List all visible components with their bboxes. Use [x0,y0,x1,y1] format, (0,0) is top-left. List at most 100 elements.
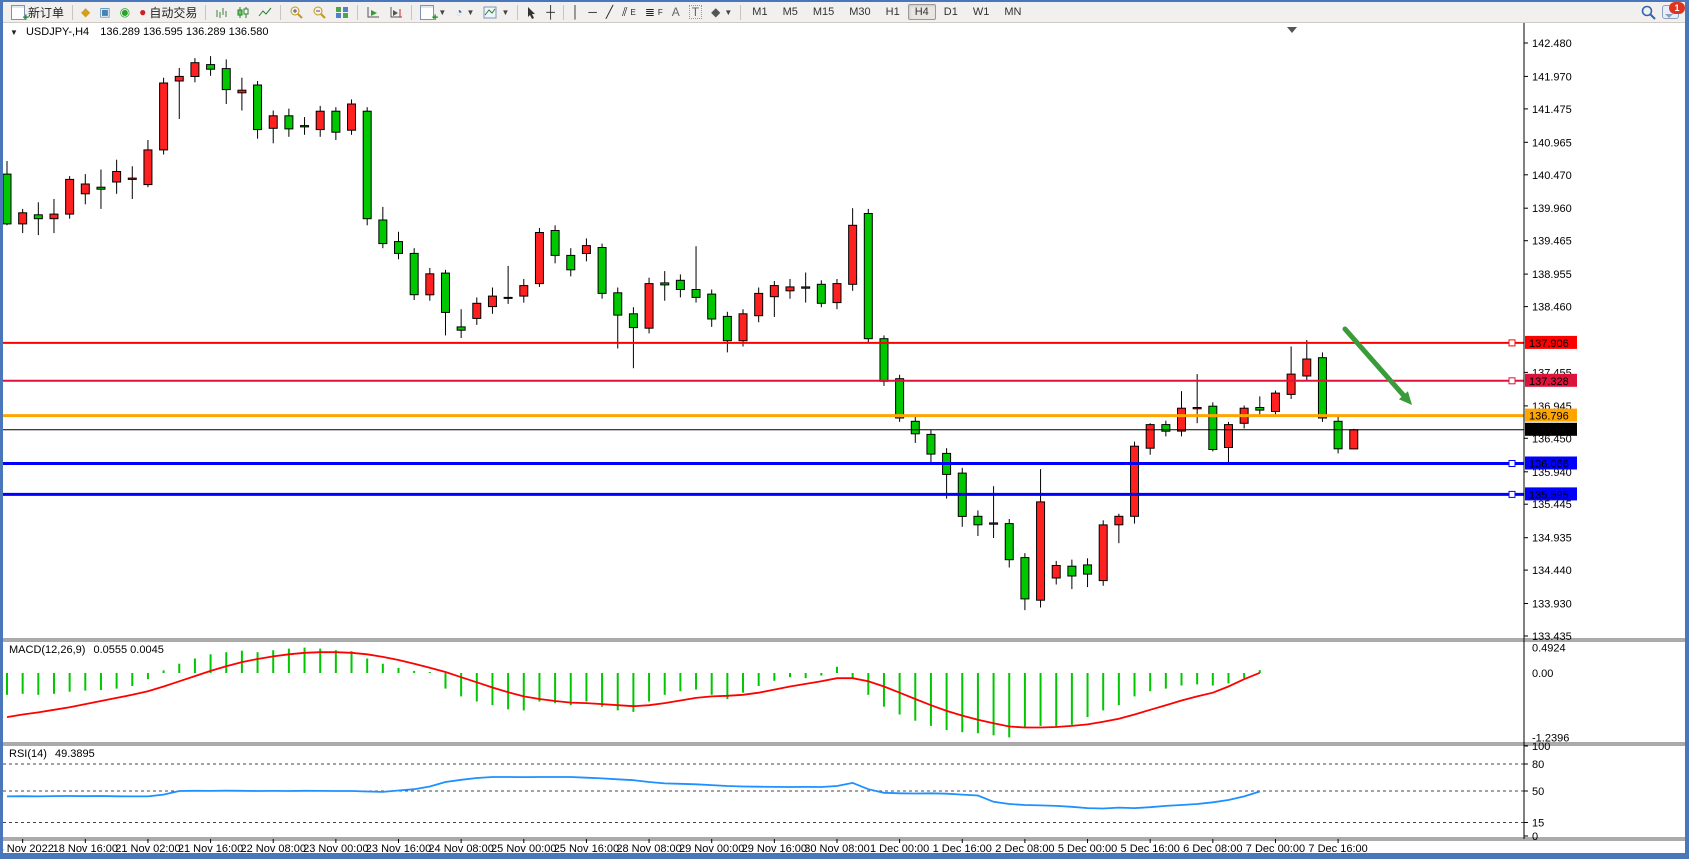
search-icon[interactable] [1641,5,1656,20]
bar-chart-button[interactable] [210,5,231,20]
svg-text:0: 0 [1532,831,1538,843]
tab-timeframe-h4[interactable]: H4 [907,4,936,20]
fibonacci-icon: ≣ [644,5,655,19]
profiles-button[interactable]: ◔ ▼ [451,5,478,19]
tab-timeframe-mn[interactable]: MN [1004,6,1022,18]
macd-name: MACD(12,26,9) [9,644,86,656]
new-order-icon: + [11,4,29,23]
bar-chart-icon [216,7,227,18]
new-chart-button[interactable]: + ▼ [416,4,450,23]
indicators-button[interactable]: ▼ [479,5,513,20]
new-order-button[interactable]: + 新订单 [7,3,68,23]
svg-text:5 Dec 00:00: 5 Dec 00:00 [1058,843,1117,853]
svg-text:23 Nov 00:00: 23 Nov 00:00 [303,843,368,853]
candlestick-button[interactable] [232,5,253,20]
svg-text:18 Nov 2022: 18 Nov 2022 [3,843,54,853]
line-chart-button[interactable] [254,5,276,20]
horizontal-line-button[interactable]: ─ [584,5,601,19]
separator [205,4,207,20]
svg-text:18 Nov 16:00: 18 Nov 16:00 [53,843,118,853]
svg-text:136.066: 136.066 [1529,459,1569,471]
notifications-button[interactable]: 1 [1662,2,1685,19]
new-order-label: 新订单 [28,5,65,20]
tab-timeframe-h1[interactable]: H1 [885,6,900,18]
zoom-out-icon [313,6,327,19]
trendline-button[interactable]: ╱ [602,5,617,19]
svg-text:134.440: 134.440 [1532,565,1572,577]
svg-text:141.970: 141.970 [1532,71,1572,83]
tab-timeframe-m5[interactable]: M5 [782,6,798,18]
one-click-trading-toggle-icon[interactable]: ▼ [10,28,18,37]
tile-windows-button[interactable] [331,5,353,20]
svg-text:29 Nov 16:00: 29 Nov 16:00 [742,843,807,853]
zoom-in-button[interactable] [285,4,307,20]
market-watch-button[interactable]: ◆ [77,5,94,19]
horizontal-line-icon: ─ [588,5,597,19]
svg-text:100: 100 [1532,741,1550,753]
tab-timeframe-m30[interactable]: M30 [849,6,871,18]
main-toolbar: + 新订单 ◆ ▣ ◉ ● 自动交易 + ▼ ◔ ▼ ▼ ┼ │ ─ ╱ ⫽ E ≣ [3,2,1685,23]
svg-text:135.940: 135.940 [1532,467,1572,479]
chevron-down-icon: ▼ [501,7,510,17]
fibonacci-button[interactable]: ≣ F [641,5,667,19]
separator [72,4,74,20]
arrows-button[interactable]: ◆ ▼ [707,5,736,19]
svg-text:29 Nov 00:00: 29 Nov 00:00 [679,843,744,853]
auto-trading-label: 自动交易 [149,5,198,20]
cursor-button[interactable] [522,5,541,20]
channel-label: E [630,7,636,17]
indicators-icon [483,6,497,18]
chevron-down-icon: ▼ [724,7,733,17]
macd-indicator-label: MACD(12,26,9) 0.0555 0.0045 [9,644,164,656]
tab-timeframe-d1[interactable]: D1 [943,6,958,18]
price-chart-canvas[interactable]: 142.480 141.970 141.475 140.965 140.470 139.9… [3,23,1685,853]
auto-scroll-button[interactable] [362,5,384,20]
svg-text:50: 50 [1532,786,1544,798]
tab-timeframe-m1[interactable]: M1 [752,6,768,18]
zoom-out-button[interactable] [308,4,330,20]
svg-text:80: 80 [1532,759,1544,771]
clock-icon: ◔ [455,5,463,19]
separator [411,4,413,20]
auto-trading-button[interactable]: ● 自动交易 [135,3,201,22]
svg-text:5 Dec 16:00: 5 Dec 16:00 [1121,843,1180,853]
svg-text:135.595: 135.595 [1529,489,1569,501]
symbol-period-label: USDJPY-,H4 [25,26,90,38]
svg-text:1 Dec 00:00: 1 Dec 00:00 [870,843,929,853]
svg-text:137.328: 137.328 [1529,376,1569,388]
svg-text:25 Nov 00:00: 25 Nov 00:00 [491,843,556,853]
strategy-tester-button[interactable]: ◉ [116,5,134,19]
svg-text:133.435: 133.435 [1532,631,1572,643]
chevron-down-icon: ▼ [438,7,447,17]
chart-shift-button[interactable] [385,5,407,20]
text-label-button[interactable]: T [685,4,706,20]
data-window-button[interactable]: ▣ [95,5,114,19]
ohlc-values: 136.289 136.595 136.289 136.580 [100,26,269,38]
gold-box-icon: ◆ [81,5,91,19]
svg-text:6 Dec 08:00: 6 Dec 08:00 [1183,843,1242,853]
crosshair-button[interactable]: ┼ [542,5,559,19]
svg-text:141.475: 141.475 [1532,104,1572,116]
channel-button[interactable]: ⫽ E [618,5,640,19]
auto-scroll-icon [367,6,380,17]
chart-area[interactable]: 142.480 141.970 141.475 140.965 140.470 139.9… [3,23,1685,853]
svg-text:137.906: 137.906 [1529,338,1569,350]
svg-text:140.965: 140.965 [1532,137,1572,149]
svg-text:2 Dec 08:00: 2 Dec 08:00 [995,843,1054,853]
svg-text:138.460: 138.460 [1532,302,1572,314]
vertical-line-button[interactable]: │ [568,5,584,19]
chart-title: ▼ USDJPY-,H4 136.289 136.595 136.289 136… [10,26,268,38]
rsi-value: 49.3895 [54,748,95,760]
text-button[interactable]: A [668,5,684,19]
tab-timeframe-m15[interactable]: M15 [812,6,835,18]
rsi-indicator-label: RSI(14) 49.3895 [9,748,95,760]
tab-timeframe-w1[interactable]: W1 [972,6,990,18]
rsi-name: RSI(14) [9,748,47,760]
new-chart-icon: + [420,4,438,23]
svg-text:30 Nov 08:00: 30 Nov 08:00 [804,843,869,853]
trendline-icon: ╱ [605,5,614,19]
svg-text:28 Nov 08:00: 28 Nov 08:00 [616,843,681,853]
svg-text:133.930: 133.930 [1532,599,1572,611]
svg-text:25 Nov 16:00: 25 Nov 16:00 [554,843,619,853]
